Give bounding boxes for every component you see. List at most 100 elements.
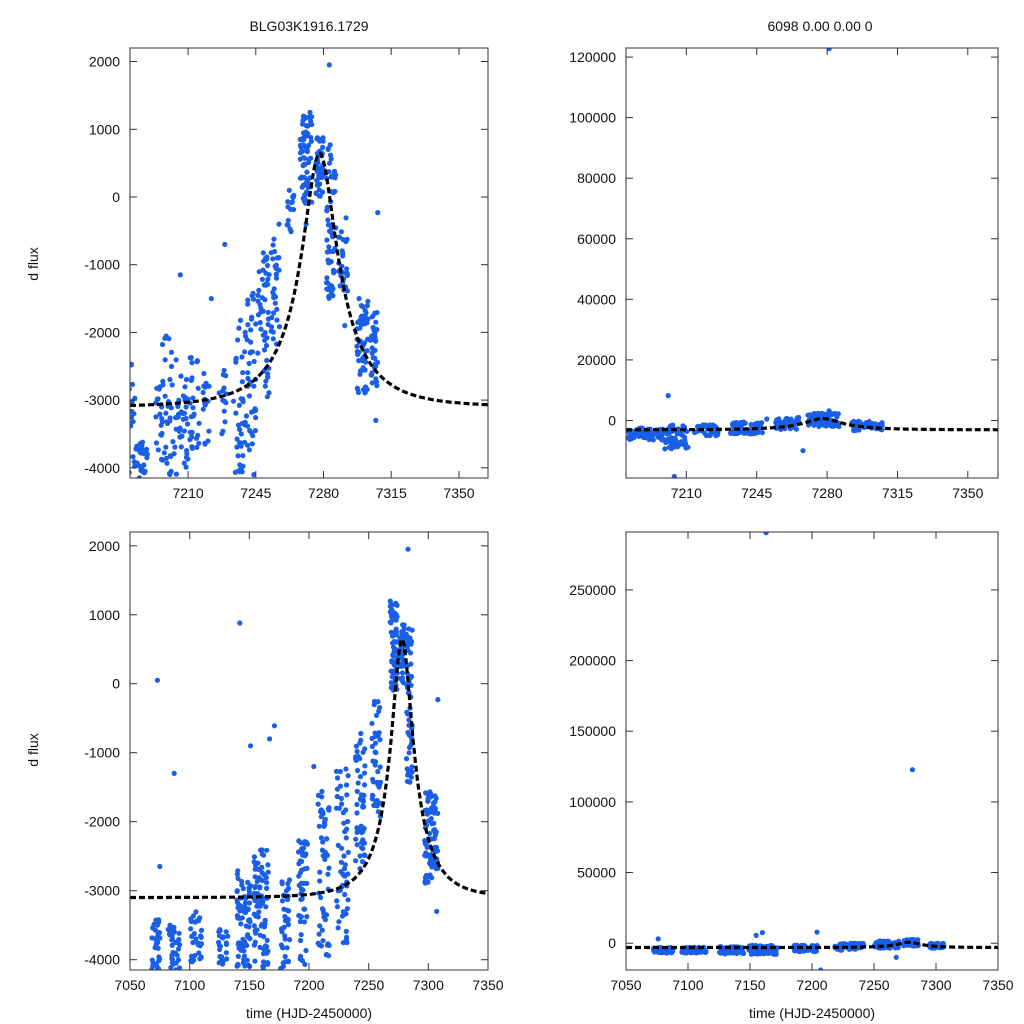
y-tick-label: 80000 [577, 170, 616, 186]
data-point [242, 349, 248, 355]
data-point [689, 948, 695, 954]
data-point [255, 914, 261, 920]
data-point [343, 215, 349, 221]
data-point [182, 384, 188, 390]
data-point [304, 865, 310, 871]
data-point [237, 426, 243, 432]
top-right-panel: 7210 7245 7280 7315 7350 0 20000 40000 60000 8000… [569, 47, 999, 501]
data-point [157, 935, 163, 941]
data-point [287, 226, 293, 232]
data-point [269, 315, 275, 321]
data-point [159, 430, 165, 436]
data-point [181, 460, 187, 466]
data-point [334, 904, 340, 910]
data-point [236, 468, 242, 474]
data-point [298, 896, 304, 903]
data-point [827, 417, 834, 424]
data-point [358, 823, 364, 829]
x-tick-label: 7315 [882, 485, 913, 501]
data-point [363, 310, 369, 316]
data-point [273, 271, 279, 277]
data-point [159, 341, 166, 348]
data-point [291, 206, 297, 213]
data-point [834, 413, 840, 419]
outlier-point [144, 451, 150, 457]
data-point [252, 958, 258, 964]
data-point [397, 675, 403, 682]
data-point [343, 766, 349, 772]
bottom-left-ylabel: d flux [25, 733, 41, 766]
data-point [149, 957, 155, 963]
data-point [319, 927, 325, 933]
data-point [680, 423, 686, 429]
data-point [326, 293, 332, 300]
data-point [166, 471, 173, 477]
data-point [206, 383, 212, 389]
data-point [325, 217, 331, 223]
data-point [328, 173, 334, 180]
data-point [161, 450, 167, 456]
bottom-left-model-curve [130, 636, 488, 900]
data-point [222, 419, 228, 425]
data-point [703, 948, 709, 955]
data-point [326, 807, 332, 813]
data-point [668, 435, 674, 441]
data-point [282, 936, 288, 942]
data-point [742, 420, 748, 426]
data-point [662, 446, 668, 452]
data-point [707, 422, 713, 428]
x-tick-label: 7280 [812, 485, 843, 501]
data-point [326, 160, 333, 166]
data-point [175, 411, 182, 417]
data-point [242, 900, 248, 906]
data-point [761, 948, 767, 954]
data-point [189, 445, 195, 451]
data-point [824, 422, 831, 428]
data-point [308, 134, 314, 141]
data-point [180, 416, 186, 422]
data-point [200, 389, 206, 396]
data-point [683, 950, 689, 956]
data-point [369, 792, 376, 799]
data-point [317, 869, 323, 875]
data-point [372, 734, 378, 740]
y-tick-label: 0 [608, 935, 616, 951]
data-point [173, 357, 179, 363]
y-tick-label: 60000 [577, 231, 616, 247]
x-tick-label: 7350 [952, 485, 983, 501]
data-point [659, 436, 666, 442]
data-point [317, 878, 323, 884]
data-point [153, 440, 160, 446]
data-point [178, 444, 184, 450]
data-point [636, 433, 642, 439]
data-point [354, 343, 360, 349]
data-point [262, 337, 268, 343]
data-point [196, 950, 202, 956]
data-point [334, 775, 341, 781]
data-point [325, 941, 331, 947]
data-point [756, 421, 762, 427]
data-point [238, 921, 244, 927]
data-point [235, 915, 241, 921]
data-point [342, 862, 348, 868]
data-point [360, 796, 366, 803]
data-point [404, 709, 410, 716]
data-point [675, 444, 681, 450]
data-point [216, 942, 222, 948]
data-point [316, 931, 322, 937]
outlier-point [251, 472, 257, 478]
data-point [373, 803, 379, 809]
x-tick-label: 7100 [672, 977, 703, 993]
data-point [262, 297, 268, 303]
data-point [169, 960, 175, 966]
data-point [184, 451, 190, 457]
data-point [316, 823, 322, 829]
data-point [300, 887, 306, 893]
outlier-point [208, 296, 214, 302]
data-point [400, 680, 406, 686]
data-point [245, 370, 251, 376]
data-point [194, 359, 200, 365]
outlier-point [154, 677, 160, 683]
data-point [388, 602, 394, 608]
data-point [322, 816, 328, 822]
